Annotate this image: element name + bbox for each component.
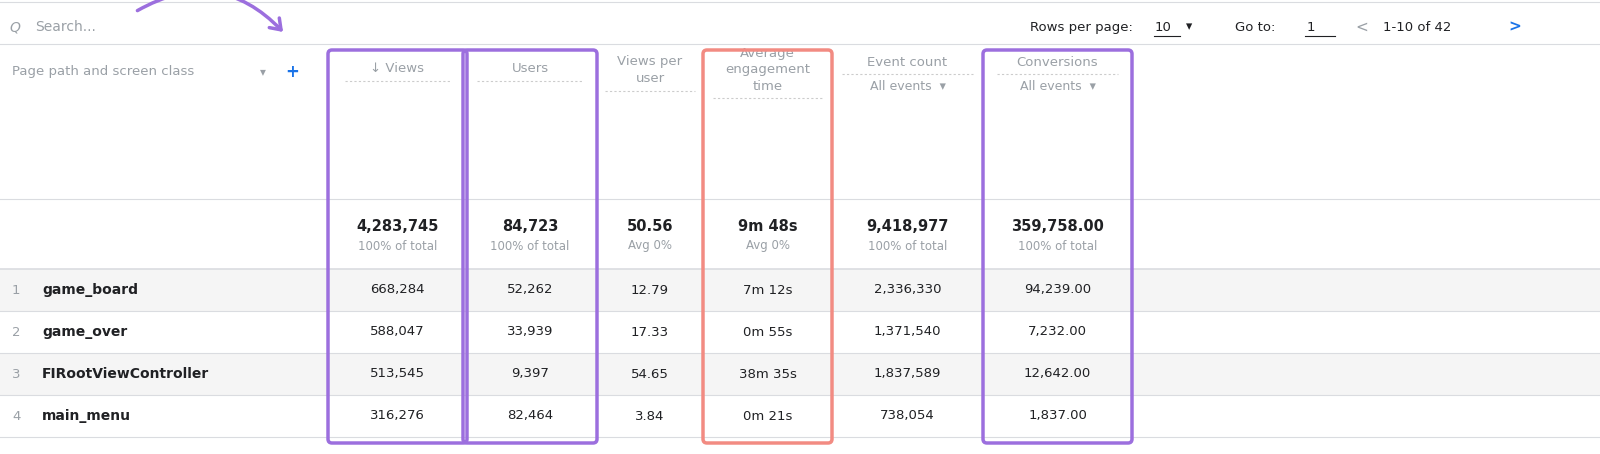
- Text: game_board: game_board: [42, 283, 138, 297]
- Text: 4: 4: [13, 410, 21, 423]
- Text: 2,336,330: 2,336,330: [874, 283, 941, 296]
- Text: ▾: ▾: [1186, 20, 1192, 34]
- Text: Search...: Search...: [35, 20, 96, 34]
- Bar: [0, 395, 1600, 437]
- Text: 668,284: 668,284: [370, 283, 424, 296]
- Text: 33,939: 33,939: [507, 326, 554, 339]
- Text: ↓ Views: ↓ Views: [371, 63, 424, 75]
- Text: 1: 1: [1307, 20, 1315, 34]
- Text: Event count: Event count: [867, 55, 947, 69]
- Text: Views per: Views per: [618, 55, 683, 69]
- Text: user: user: [635, 71, 664, 84]
- Text: engagement: engagement: [725, 64, 810, 77]
- Text: Avg 0%: Avg 0%: [627, 240, 672, 252]
- Text: Average: Average: [741, 48, 795, 60]
- Text: 82,464: 82,464: [507, 410, 554, 423]
- Text: 9,397: 9,397: [510, 367, 549, 380]
- Text: FIRootViewController: FIRootViewController: [42, 367, 210, 381]
- Text: 52,262: 52,262: [507, 283, 554, 296]
- Text: >: >: [1507, 20, 1520, 35]
- Text: 588,047: 588,047: [370, 326, 426, 339]
- Text: Users: Users: [512, 63, 549, 75]
- Text: 100% of total: 100% of total: [1018, 240, 1098, 252]
- Text: 7,232.00: 7,232.00: [1027, 326, 1086, 339]
- Text: <: <: [1355, 20, 1368, 35]
- Text: +: +: [285, 63, 299, 81]
- Text: All events  ▾: All events ▾: [1019, 79, 1096, 93]
- Text: 100% of total: 100% of total: [490, 240, 570, 252]
- Bar: [0, 353, 1600, 395]
- Text: 38m 35s: 38m 35s: [739, 367, 797, 380]
- Text: game_over: game_over: [42, 325, 128, 339]
- Text: 0m 55s: 0m 55s: [742, 326, 792, 339]
- Text: Avg 0%: Avg 0%: [746, 240, 789, 252]
- Text: 50.56: 50.56: [627, 218, 674, 233]
- Text: 3.84: 3.84: [635, 410, 664, 423]
- Text: All events  ▾: All events ▾: [869, 79, 946, 93]
- Text: Go to:: Go to:: [1235, 20, 1275, 34]
- Text: 738,054: 738,054: [880, 410, 934, 423]
- Text: 94,239.00: 94,239.00: [1024, 283, 1091, 296]
- Text: 2: 2: [13, 326, 21, 339]
- Text: 12.79: 12.79: [630, 283, 669, 296]
- Text: 359,758.00: 359,758.00: [1011, 218, 1104, 233]
- Bar: [0, 269, 1600, 311]
- Text: 513,545: 513,545: [370, 367, 426, 380]
- Text: 1,371,540: 1,371,540: [874, 326, 941, 339]
- Text: 9m 48s: 9m 48s: [738, 218, 797, 233]
- Text: 12,642.00: 12,642.00: [1024, 367, 1091, 380]
- Text: 17.33: 17.33: [630, 326, 669, 339]
- Text: 1-10 of 42: 1-10 of 42: [1382, 20, 1451, 34]
- FancyArrowPatch shape: [138, 0, 282, 30]
- Text: 9,418,977: 9,418,977: [866, 218, 949, 233]
- Text: 3: 3: [13, 367, 21, 380]
- Text: Rows per page:: Rows per page:: [1030, 20, 1133, 34]
- Text: Q: Q: [10, 20, 21, 34]
- Text: ▾: ▾: [259, 65, 266, 79]
- Text: 100% of total: 100% of total: [867, 240, 947, 252]
- Text: 7m 12s: 7m 12s: [742, 283, 792, 296]
- Text: 4,283,745: 4,283,745: [357, 218, 438, 233]
- Text: time: time: [752, 79, 782, 93]
- Text: 1: 1: [13, 283, 21, 296]
- Text: 10: 10: [1155, 20, 1171, 34]
- Text: 54.65: 54.65: [630, 367, 669, 380]
- Bar: [0, 311, 1600, 353]
- Text: 0m 21s: 0m 21s: [742, 410, 792, 423]
- Text: Conversions: Conversions: [1016, 55, 1098, 69]
- Text: 84,723: 84,723: [502, 218, 558, 233]
- Text: main_menu: main_menu: [42, 409, 131, 423]
- Text: 1,837.00: 1,837.00: [1029, 410, 1086, 423]
- Text: 1,837,589: 1,837,589: [874, 367, 941, 380]
- Text: 100% of total: 100% of total: [358, 240, 437, 252]
- Text: Page path and screen class: Page path and screen class: [13, 65, 194, 79]
- Text: 316,276: 316,276: [370, 410, 426, 423]
